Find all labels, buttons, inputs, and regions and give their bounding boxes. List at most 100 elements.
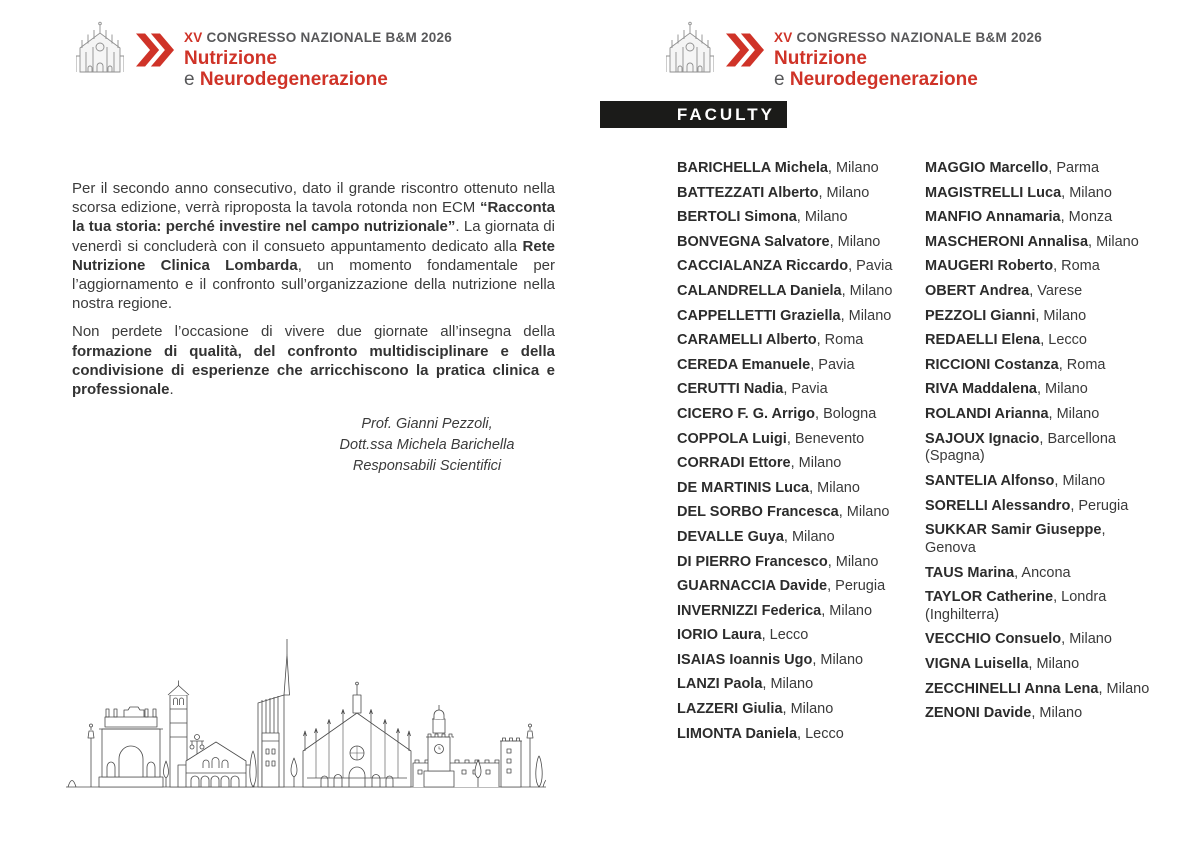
faculty-entry: VECCHIO Consuelo, Milano [925, 631, 1183, 649]
faculty-name: CORRADI Ettore [677, 455, 791, 472]
faculty-entry: DE MARTINIS Luca, Milano [677, 480, 923, 498]
faculty-name: TAYLOR Catherine [925, 589, 1054, 606]
faculty-city: , Milano [782, 701, 834, 718]
faculty-name: CARAMELLI Alberto [677, 332, 817, 349]
faculty-name: VIGNA Luisella [925, 656, 1029, 673]
faculty-entry: CAPPELLETTI Graziella, Milano [677, 308, 923, 326]
faculty-city: , Milano [1037, 381, 1088, 398]
faculty-entry: REDAELLI Elena, Lecco [925, 332, 1183, 350]
faculty-city: , Milano [1088, 233, 1139, 250]
faculty-name: DEL SORBO Francesca [677, 504, 839, 521]
event-title-line2: e Neurodegenerazione [184, 69, 388, 90]
faculty-entry: DI PIERRO Francesco, Milano [677, 554, 923, 572]
faculty-name: INVERNIZZI Federica [677, 602, 822, 619]
header-left-page: XV CONGRESSO NAZIONALE B&M 2026 Nutrizio… [75, 14, 453, 90]
signature-line: Prof. Gianni Pezzoli, [361, 416, 493, 433]
faculty-column-right: MAGGIO Marcello, Parma MAGISTRELLI Luca, … [925, 160, 1183, 730]
faculty-city: , [1101, 522, 1106, 539]
faculty-name: LIMONTA Daniela [677, 725, 798, 742]
faculty-entry: RICCIONI Costanza, Roma [925, 357, 1183, 375]
faculty-section-banner: FACULTY [600, 101, 787, 128]
faculty-entry: ISAIAS Ioannis Ugo, Milano [677, 652, 923, 670]
faculty-entry: SAJOUX Ignacio, Barcellona (Spagna) [925, 431, 1183, 467]
scientific-directors-signature: Prof. Gianni Pezzoli, Dott.ssa Michela Ba… [302, 414, 552, 477]
faculty-entry: LAZZERI Giulia, Milano [677, 701, 923, 719]
faculty-name: MASCHERONI Annalisa [925, 233, 1089, 250]
faculty-city: , Milano [796, 209, 848, 226]
faculty-city: , Lecco [797, 725, 844, 742]
intro-text-column: Per il secondo anno consecutivo, dato il… [72, 179, 555, 477]
bold-text-segment: formazione di qualità, del confronto mul… [72, 342, 555, 399]
faculty-city: , Milano [840, 307, 892, 324]
header-text: XV CONGRESSO NAZIONALE B&M 2026 Nutrizio… [774, 14, 1042, 90]
faculty-name: SAJOUX Ignacio [925, 430, 1040, 447]
faculty-entry: SUKKAR Samir Giuseppe, Genova [925, 522, 1183, 558]
faculty-name: IORIO Laura [677, 627, 762, 644]
faculty-name: SANTELIA Alfonso [925, 472, 1055, 489]
faculty-entry: CALANDRELLA Daniela, Milano [677, 283, 923, 301]
faculty-entry: PEZZOLI Gianni, Milano [925, 308, 1183, 326]
signature-line: Responsabili Scientifici [352, 458, 502, 475]
faculty-name: PEZZOLI Gianni [925, 307, 1036, 324]
faculty-name: REDAELLI Elena [925, 332, 1041, 349]
faculty-name: OBERT Andrea [925, 282, 1030, 299]
milan-skyline-illustration [66, 636, 550, 795]
event-title-line1: Nutrizione [184, 48, 277, 69]
faculty-city: , Parma [1048, 160, 1100, 176]
faculty-entry: BONVEGNA Salvatore, Milano [677, 234, 923, 252]
faculty-city: , Milano [1061, 184, 1112, 201]
faculty-name: MAGGIO Marcello [925, 160, 1049, 176]
faculty-name: TAUS Marina [925, 564, 1015, 581]
faculty-city: , Milano [790, 455, 842, 472]
congress-title-line: XV CONGRESSO NAZIONALE B&M 2026 [184, 30, 453, 45]
faculty-city: , Barcellona [1039, 430, 1116, 447]
faculty-name: BATTEZZATI Alberto [677, 184, 819, 201]
faculty-city: , Milano [812, 651, 864, 668]
faculty-city: , Milano [841, 282, 893, 299]
faculty-city-line2: (Spagna) [925, 448, 985, 465]
faculty-entry: RIVA Maddalena, Milano [925, 381, 1183, 399]
congress-title-line: XV CONGRESSO NAZIONALE B&M 2026 [774, 30, 1043, 45]
faculty-entry: TAYLOR Catherine, Londra (Inghilterra) [925, 589, 1183, 625]
faculty-entry: DEL SORBO Francesca, Milano [677, 504, 923, 522]
faculty-entry: MANFIO Annamaria, Monza [925, 209, 1183, 227]
faculty-name: LAZZERI Giulia [677, 701, 783, 718]
faculty-city: , Milano [821, 602, 873, 619]
faculty-entry: LIMONTA Daniela, Lecco [677, 726, 923, 744]
faculty-name: VECCHIO Consuelo [925, 631, 1062, 648]
faculty-name: ZECCHINELLI Anna Lena [925, 680, 1099, 697]
faculty-name: GUARNACCIA Davide [677, 578, 828, 595]
bold-text-segment: “Racconta la tua storia: perché investir… [72, 199, 555, 236]
faculty-entry: OBERT Andrea, Varese [925, 283, 1183, 301]
faculty-city: , Milano [783, 528, 835, 545]
text-segment: . La giornata di venerdì si concluderà c… [72, 218, 555, 255]
faculty-entry: INVERNIZZI Federica, Milano [677, 603, 923, 621]
intro-paragraph-2: Non perdete l’occasione di vivere due gi… [72, 322, 555, 399]
faculty-city: , Milano [1098, 680, 1150, 697]
faculty-city: , Milano [827, 553, 879, 570]
faculty-entry: ZENONI Davide, Milano [925, 705, 1183, 723]
faculty-name: CERUTTI Nadia [677, 381, 784, 398]
faculty-name: DI PIERRO Francesco [677, 553, 828, 570]
faculty-name: DE MARTINIS Luca [677, 479, 810, 496]
faculty-city: , Roma [816, 332, 864, 349]
faculty-entry: ZECCHINELLI Anna Lena, Milano [925, 681, 1183, 699]
faculty-entry: ROLANDI Arianna, Milano [925, 406, 1183, 424]
faculty-name: MAGISTRELLI Luca [925, 184, 1062, 201]
faculty-name: LANZI Paola [677, 676, 763, 693]
faculty-city: , Benevento [786, 430, 865, 447]
faculty-name: MANFIO Annamaria [925, 209, 1061, 226]
faculty-city-line2: Genova [925, 539, 976, 556]
faculty-entry: MAUGERI Roberto, Roma [925, 258, 1183, 276]
faculty-name: RICCIONI Costanza [925, 356, 1059, 373]
faculty-entry: TAUS Marina, Ancona [925, 565, 1183, 583]
faculty-city: , Lecco [761, 627, 809, 644]
faculty-city: , Londra [1053, 589, 1107, 606]
faculty-name: CALANDRELLA Daniela [677, 282, 842, 299]
faculty-name: CACCIALANZA Riccardo [677, 258, 849, 275]
faculty-name: CICERO F. G. Arrigo [677, 405, 816, 422]
faculty-entry: MAGISTRELLI Luca, Milano [925, 185, 1183, 203]
faculty-entry: DEVALLE Guya, Milano [677, 529, 923, 547]
double-chevron-icon [726, 30, 764, 75]
faculty-entry: BATTEZZATI Alberto, Milano [677, 185, 923, 203]
